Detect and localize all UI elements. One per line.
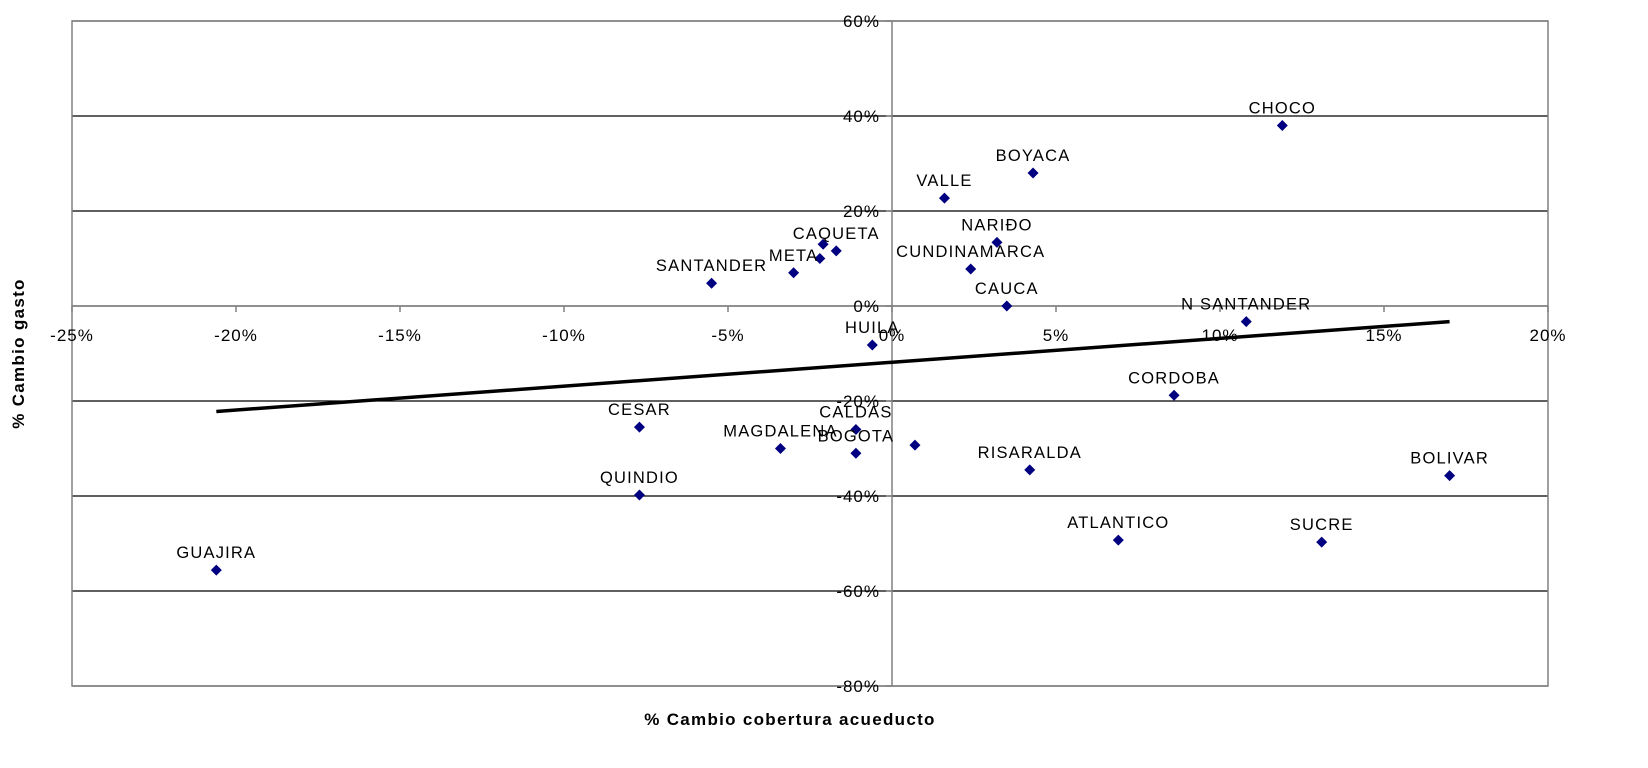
axes [71, 20, 1549, 687]
y-tick-label: 0% [853, 297, 880, 316]
data-point [830, 245, 842, 257]
data-point [788, 267, 800, 279]
data-label: ATLANTICO [1067, 514, 1169, 532]
data-point [1444, 470, 1456, 482]
data-point [1168, 389, 1180, 401]
data-markers [210, 120, 1456, 576]
data-point [633, 421, 645, 433]
data-label: QUINDIO [600, 469, 679, 487]
data-point [817, 238, 829, 250]
data-label: SUCRE [1290, 516, 1354, 534]
plot-area-frame [71, 20, 1549, 687]
data-label: CAQUETA [793, 225, 880, 243]
data-label: HUILA [845, 319, 900, 337]
data-point [866, 339, 878, 351]
data-point [850, 447, 862, 459]
data-label: BOYACA [996, 147, 1071, 165]
y-tick-label: 60% [843, 12, 880, 31]
x-tick-label: 5% [1043, 326, 1070, 345]
tick-labels: 60% 40% 20% 0% -20% -40% -60% -80% -25% -20% -15% -… [50, 12, 1566, 696]
y-tick-label: -40% [836, 487, 880, 506]
data-point [774, 443, 786, 454]
data-point [909, 439, 921, 451]
y-tick-label: -20% [836, 392, 880, 411]
x-tick-label: 0% [879, 326, 906, 345]
data-point [633, 489, 645, 501]
x-tick-label: 10% [1201, 326, 1238, 345]
x-tick-label: -15% [378, 326, 422, 345]
data-point [1112, 534, 1124, 546]
trendline-layer [216, 319, 1450, 414]
data-point [706, 277, 718, 289]
data-label: CUNDINAMARCA [896, 243, 1045, 261]
data-label: META [769, 247, 818, 265]
data-label: NARIÐO [961, 216, 1032, 234]
data-point [850, 424, 862, 435]
x-axis-title: % Cambio cobertura acueducto [644, 710, 935, 729]
x-tick-label: 15% [1365, 326, 1402, 345]
y-tick-label: -60% [836, 582, 880, 601]
data-point [814, 253, 826, 264]
data-point [991, 236, 1003, 248]
x-tick-label: -5% [711, 326, 744, 345]
y-axis-title: % Cambio gasto [9, 278, 28, 428]
trendline [216, 319, 1450, 414]
data-label: CALDAS [819, 404, 892, 422]
data-point [1316, 536, 1328, 548]
y-tick-label: -80% [836, 677, 880, 696]
data-label: CHOCO [1249, 100, 1316, 118]
data-point [1240, 316, 1252, 328]
x-tick-label: -10% [542, 326, 586, 345]
data-label: GUAJIRA [176, 544, 256, 562]
data-label: VALLE [916, 172, 972, 190]
data-label: MAGDALENA [723, 423, 837, 441]
data-point [938, 192, 950, 204]
y-tick-label: 20% [843, 202, 880, 221]
data-label: RISARALDA [978, 444, 1082, 462]
gridlines [72, 20, 1548, 687]
point-labels: CHOCO BOYACA VALLE NARIÐO CUNDINAMARCA CAUCA C… [176, 100, 1489, 563]
data-point [965, 263, 977, 275]
data-label: SANTANDER [656, 257, 767, 275]
data-label: CESAR [608, 401, 671, 419]
data-point [1276, 120, 1288, 131]
data-label: CAUCA [975, 280, 1039, 298]
y-tick-label: 40% [843, 107, 880, 126]
data-point [1001, 300, 1013, 312]
data-label: BOGOTA [818, 427, 895, 445]
data-point [210, 564, 222, 576]
data-label: N SANTANDER [1181, 296, 1311, 314]
data-point [1027, 167, 1039, 179]
x-tick-label: 20% [1529, 326, 1566, 345]
x-tick-label: -20% [214, 326, 258, 345]
data-point [1024, 464, 1036, 476]
data-label: BOLIVAR [1410, 450, 1489, 468]
data-label: CORDOBA [1128, 369, 1220, 387]
x-tick-label: -25% [50, 326, 94, 345]
